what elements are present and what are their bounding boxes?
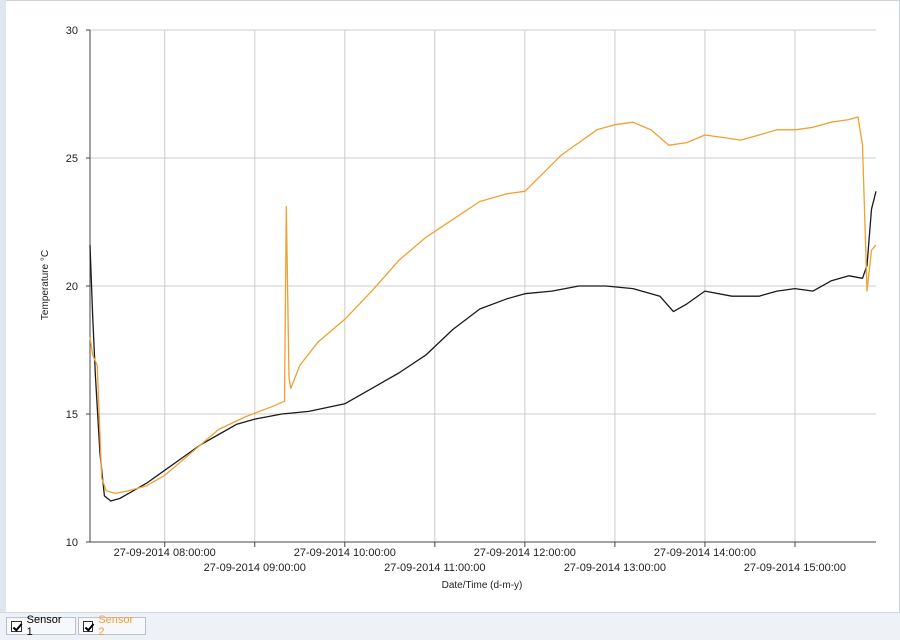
series-line-2 — [89, 116, 877, 495]
temperature-chart: 10 15 20 25 30 27-09-2014 08:00:00 27-09-2014 … — [40, 25, 877, 591]
x-tick-label: 27-09-2014 08:00:00 — [114, 547, 216, 559]
x-tick-label: 27-09-2014 11:00:00 — [384, 562, 485, 574]
series-line-1 — [89, 191, 877, 502]
legend-label-sensor-1: Sensor 1 — [26, 614, 62, 638]
sensor-1-checkbox[interactable] — [11, 620, 22, 632]
grid-lines — [90, 29, 876, 542]
x-tick-label: 27-09-2014 10:00:00 — [294, 547, 396, 559]
tick-labels: 10 15 20 25 30 27-09-2014 08:00:00 27-09-2014 … — [66, 25, 846, 574]
legend-bar: Sensor 1 Sensor 2 — [0, 612, 900, 640]
legend-item-sensor-2[interactable]: Sensor 2 — [78, 614, 146, 638]
y-tick-label: 25 — [66, 153, 78, 165]
series-lines — [89, 116, 877, 502]
y-tick-label: 10 — [66, 537, 78, 549]
axes — [86, 29, 876, 547]
y-tick-label: 20 — [66, 281, 78, 293]
x-axis-title: Date/Time (d-m-y) — [442, 580, 523, 591]
y-axis-title: Temperature °C — [40, 250, 51, 320]
y-tick-label: 30 — [66, 25, 78, 37]
x-tick-label: 27-09-2014 12:00:00 — [474, 547, 576, 559]
x-tick-label: 27-09-2014 09:00:00 — [204, 562, 306, 574]
x-tick-label: 27-09-2014 13:00:00 — [564, 562, 666, 574]
legend-label-sensor-2: Sensor 2 — [98, 614, 134, 638]
x-tick-label: 27-09-2014 14:00:00 — [654, 547, 756, 559]
sensor-2-checkbox[interactable] — [83, 620, 94, 632]
x-tick-label: 27-09-2014 15:00:00 — [744, 562, 846, 574]
window-left-strip — [0, 0, 6, 612]
legend-item-sensor-1[interactable]: Sensor 1 — [6, 614, 76, 638]
y-tick-label: 15 — [66, 409, 78, 421]
